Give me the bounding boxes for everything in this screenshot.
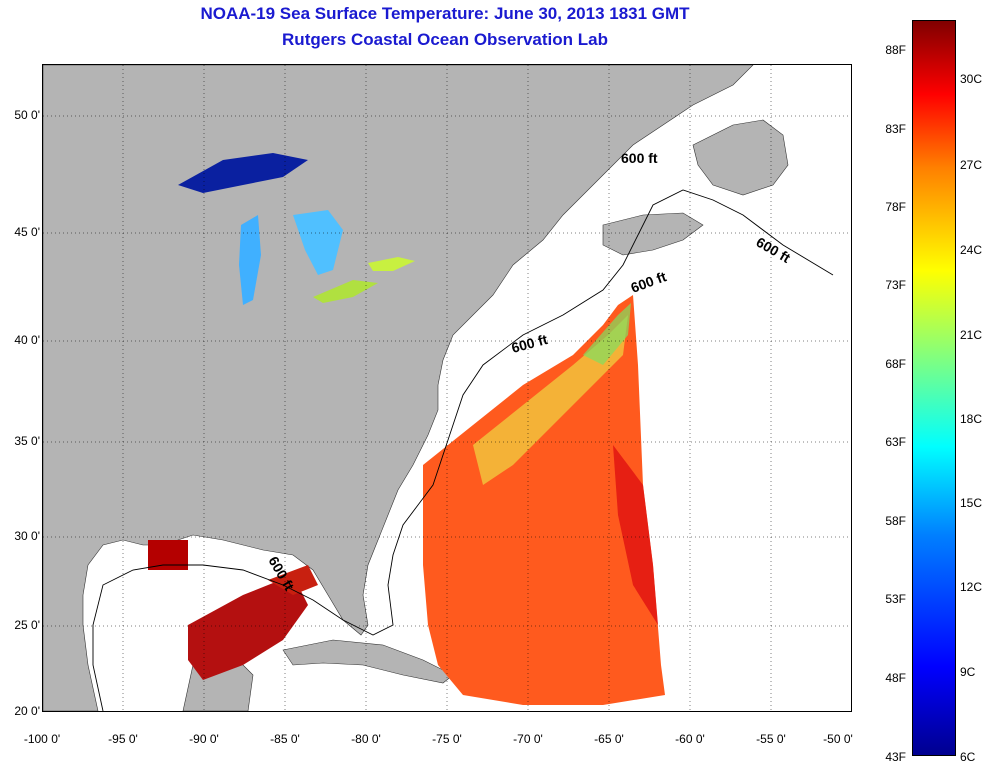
colorbar-f-label: 43F xyxy=(885,750,906,764)
colorbar-c-label: 15C xyxy=(960,496,983,510)
lake-huron xyxy=(293,210,343,275)
lat-label: 20 0' xyxy=(14,704,40,718)
colorbar-f-label: 53F xyxy=(885,592,906,606)
colorbar-c-label: 18C xyxy=(960,412,983,426)
colorbar-f-label: 48F xyxy=(885,671,906,685)
lake-superior xyxy=(178,153,308,193)
gulf-sst-patch-1 xyxy=(148,540,188,570)
colorbar-c-label: 21C xyxy=(960,328,983,342)
colorbar-f-label: 73F xyxy=(885,278,906,292)
colorbar-c-label: 30C xyxy=(960,72,983,86)
colorbar-f-label: 83F xyxy=(885,122,906,136)
lat-label: 45 0' xyxy=(14,225,40,239)
land-newfoundland xyxy=(692,119,789,196)
lon-label: -80 0' xyxy=(351,732,381,746)
lake-michigan xyxy=(239,215,261,305)
lon-label: -70 0' xyxy=(513,732,543,746)
contour-600ft xyxy=(92,189,834,711)
temperature-colorbar xyxy=(912,20,956,756)
atlantic-sst-hot-band xyxy=(613,445,658,625)
lon-label: -85 0' xyxy=(270,732,300,746)
map-subtitle: Rutgers Coastal Ocean Observation Lab xyxy=(282,30,608,49)
lake-erie xyxy=(313,280,378,303)
graticule xyxy=(43,65,851,711)
colorbar-f-label: 68F xyxy=(885,357,906,371)
lon-label: -90 0' xyxy=(189,732,219,746)
colorbar-f-label: 58F xyxy=(885,514,906,528)
gulf-sst-patch-3 xyxy=(268,565,318,595)
colorbar-f-label: 88F xyxy=(885,43,906,57)
colorbar-c-label: 9C xyxy=(960,665,976,679)
lon-label: -100 0' xyxy=(23,732,61,746)
lat-label: 50 0' xyxy=(14,108,40,122)
lat-label: 25 0' xyxy=(14,618,40,632)
lon-label: -65 0' xyxy=(594,732,624,746)
colorbar-c-label: 27C xyxy=(960,158,983,172)
contour-label-1: 600 ft xyxy=(621,150,658,166)
contour-label-2: 600 ft xyxy=(754,234,794,266)
lat-label: 40 0' xyxy=(14,333,40,347)
colorbar-f-label: 78F xyxy=(885,200,906,214)
lat-label: 35 0' xyxy=(14,434,40,448)
atlantic-sst-swath xyxy=(423,295,665,705)
map-title: NOAA-19 Sea Surface Temperature: June 30… xyxy=(200,4,690,23)
colorbar-c-label: 24C xyxy=(960,243,983,257)
lon-label: -60 0' xyxy=(675,732,705,746)
gulf-sst-patch-2 xyxy=(188,575,308,680)
sst-map: 600 ft 600 ft 600 ft 600 ft 600 ft xyxy=(42,64,852,712)
lon-label: -95 0' xyxy=(108,732,138,746)
contour-label-4: 600 ft xyxy=(510,331,550,356)
map-canvas: 600 ft 600 ft 600 ft 600 ft 600 ft xyxy=(43,65,851,711)
lon-label: -75 0' xyxy=(432,732,462,746)
atlantic-sst-green-edge xyxy=(583,303,631,365)
lake-ontario xyxy=(368,257,415,271)
colorbar-c-label: 12C xyxy=(960,580,983,594)
colorbar-f-label: 63F xyxy=(885,435,906,449)
lat-label: 30 0' xyxy=(14,529,40,543)
lon-label: -55 0' xyxy=(756,732,786,746)
colorbar-c-label: 6C xyxy=(960,750,976,764)
land-nova-scotia xyxy=(602,212,704,256)
lon-label: -50 0' xyxy=(823,732,853,746)
land-north-america xyxy=(43,65,754,711)
land-cuba xyxy=(282,639,454,684)
contour-label-3: 600 ft xyxy=(629,268,669,296)
